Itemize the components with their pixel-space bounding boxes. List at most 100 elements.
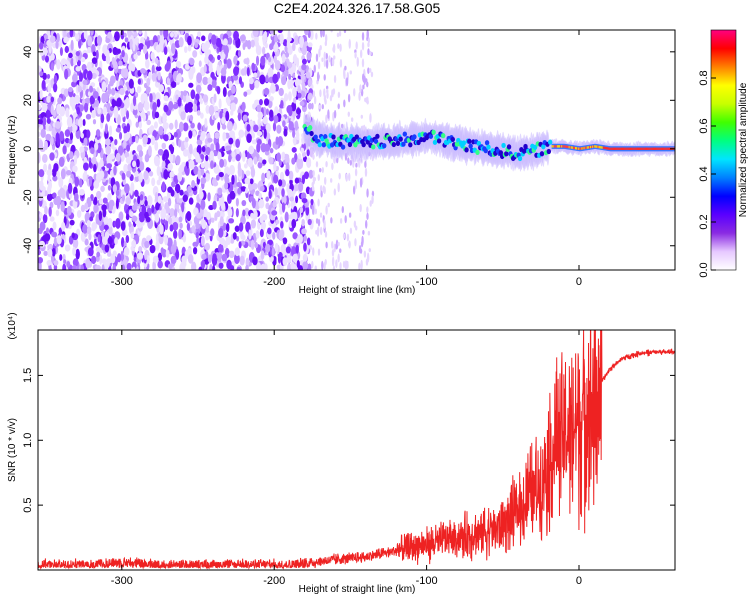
noise-speck xyxy=(98,198,103,205)
noise-speck xyxy=(234,225,240,232)
noise-speck xyxy=(202,76,209,86)
noise-speck xyxy=(156,165,161,177)
noise-speck xyxy=(307,78,313,87)
noise-speck xyxy=(112,184,117,193)
signal-blob xyxy=(532,144,538,150)
noise-speck xyxy=(339,43,342,52)
noise-speck xyxy=(91,221,98,230)
noise-speck xyxy=(71,81,77,88)
snr-frame xyxy=(37,329,676,571)
noise-speck xyxy=(216,86,221,95)
noise-speck xyxy=(271,210,278,216)
noise-speck xyxy=(263,87,270,96)
noise-speck xyxy=(138,150,144,158)
noise-speck xyxy=(143,170,149,181)
noise-speck xyxy=(56,235,62,245)
noise-speck xyxy=(179,222,183,229)
signal-core xyxy=(561,145,564,148)
noise-speck xyxy=(269,109,274,118)
noise-speck xyxy=(195,152,200,163)
noise-speck xyxy=(67,87,73,93)
noise-speck xyxy=(264,150,270,156)
noise-speck xyxy=(180,30,185,36)
noise-speck xyxy=(339,58,343,68)
noise-speck xyxy=(277,187,281,198)
noise-speck xyxy=(43,250,48,257)
signal-blob xyxy=(346,137,351,144)
signal-blob xyxy=(353,142,358,148)
noise-speck xyxy=(292,130,296,138)
noise-speck xyxy=(209,263,213,270)
signal-core xyxy=(655,147,658,150)
noise-speck xyxy=(187,254,194,264)
noise-speck xyxy=(301,44,307,56)
noise-speck xyxy=(337,253,340,263)
signal-core xyxy=(639,147,642,150)
snr-x-tick-label: -200 xyxy=(263,575,285,587)
noise-speck xyxy=(256,104,262,113)
noise-speck xyxy=(49,201,54,209)
noise-speck xyxy=(238,241,242,249)
noise-speck xyxy=(201,146,206,153)
noise-speck xyxy=(266,170,271,180)
noise-speck xyxy=(233,187,238,194)
noise-speck xyxy=(252,256,258,266)
noise-speck xyxy=(105,138,111,146)
noise-speck xyxy=(205,224,210,234)
noise-speck xyxy=(152,260,156,270)
noise-speck xyxy=(38,233,41,241)
signal-core xyxy=(647,147,650,150)
signal-core xyxy=(570,146,573,149)
noise-speck xyxy=(196,139,203,146)
noise-speck xyxy=(274,42,279,53)
snr-y-multiplier: (x10⁴) xyxy=(7,312,18,339)
noise-speck xyxy=(258,198,265,209)
signal-core xyxy=(569,146,572,149)
noise-speck xyxy=(69,132,74,141)
noise-speck xyxy=(325,59,329,69)
noise-speck xyxy=(238,129,245,138)
spectrogram-y-tick-label: -40 xyxy=(22,238,34,254)
noise-speck xyxy=(157,195,162,204)
noise-speck xyxy=(142,44,148,55)
noise-speck xyxy=(78,38,82,49)
noise-speck xyxy=(120,30,125,40)
noise-speck xyxy=(87,46,92,54)
noise-speck xyxy=(317,174,320,181)
noise-speck xyxy=(115,198,119,210)
spectrogram-x-axis: -300 -200 -100 0 xyxy=(111,30,582,288)
spectrogram-x-tick-label: 0 xyxy=(576,276,582,288)
noise-speck xyxy=(238,222,244,232)
noise-speck xyxy=(115,127,121,133)
noise-speck xyxy=(64,137,70,144)
noise-speck xyxy=(200,235,205,247)
signal-core xyxy=(612,147,615,150)
signal-core xyxy=(602,146,605,149)
noise-speck xyxy=(154,192,159,203)
noise-speck xyxy=(254,99,260,106)
noise-speck xyxy=(41,153,48,163)
noise-speck xyxy=(280,100,284,109)
noise-speck xyxy=(207,77,213,85)
noise-speck xyxy=(233,253,240,265)
noise-speck xyxy=(212,181,219,187)
signal-core xyxy=(621,147,624,150)
signal-core xyxy=(610,147,613,150)
signal-core xyxy=(588,146,591,149)
noise-speck xyxy=(254,242,258,249)
noise-speck xyxy=(120,250,124,262)
noise-speck xyxy=(343,71,346,80)
noise-speck xyxy=(269,95,274,102)
noise-speck xyxy=(250,219,257,229)
noise-speck xyxy=(125,110,130,120)
noise-speck xyxy=(225,110,230,122)
noise-speck xyxy=(223,45,229,56)
noise-speck xyxy=(244,207,250,217)
noise-speck xyxy=(56,103,61,115)
noise-speck xyxy=(336,32,340,38)
noise-speck xyxy=(137,102,144,112)
colorbar-tick-label: 0.0 xyxy=(698,262,710,277)
noise-speck xyxy=(88,160,92,169)
noise-speck xyxy=(262,36,267,43)
noise-speck xyxy=(45,109,51,119)
